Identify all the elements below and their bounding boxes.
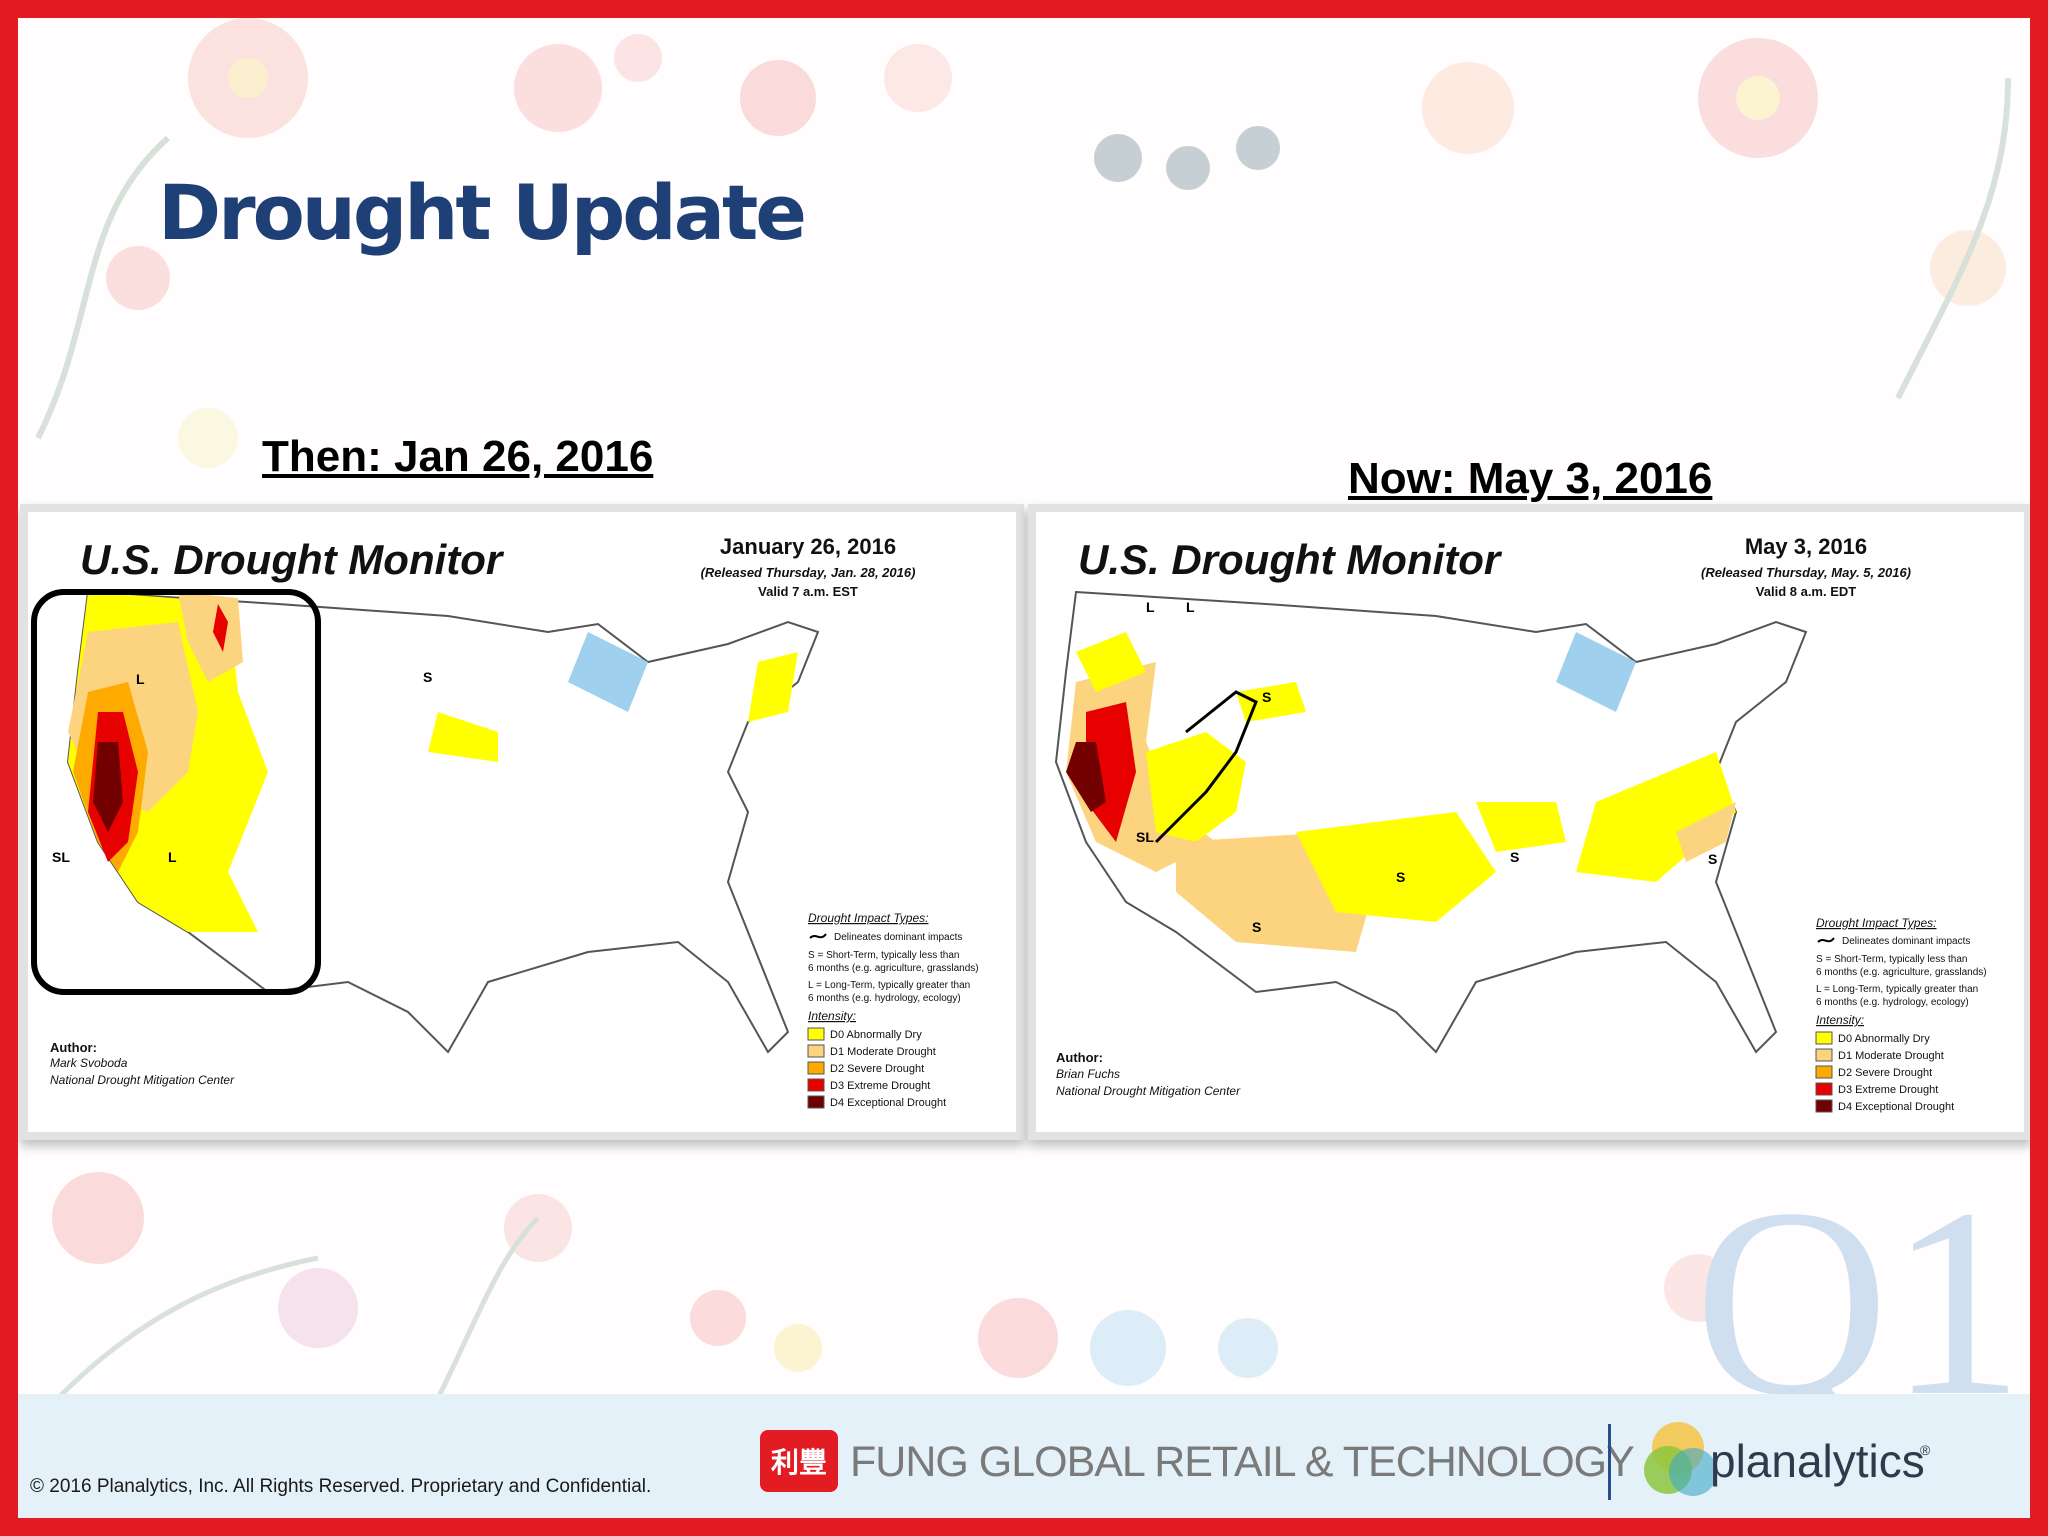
author-name: Mark Svoboda [50,1056,128,1070]
svg-text:D2 Severe Drought: D2 Severe Drought [830,1063,924,1075]
svg-text:L: L [1146,599,1155,615]
svg-text:L: L [1186,599,1195,615]
svg-text:6 months (e.g. hydrology, ecol: 6 months (e.g. hydrology, ecology) [808,993,961,1004]
svg-text:6 months (e.g. hydrology, ecol: 6 months (e.g. hydrology, ecology) [1816,997,1969,1008]
author-label: Author: [1056,1050,1103,1065]
svg-text:L = Long-Term, typically great: L = Long-Term, typically greater than [808,980,970,991]
author-name: Brian Fuchs [1056,1067,1120,1081]
svg-text:D0 Abnormally Dry: D0 Abnormally Dry [1838,1033,1930,1045]
svg-text:Drought Impact Types:: Drought Impact Types: [808,911,929,925]
drought-map-now: U.S. Drought Monitor May 3, 2016 (Releas… [1028,504,2030,1140]
svg-text:S: S [1262,689,1271,705]
svg-text:D1 Moderate Drought: D1 Moderate Drought [830,1046,936,1058]
svg-text:D1 Moderate Drought: D1 Moderate Drought [1838,1050,1944,1062]
planalytics-brand-text: planalytics [1710,1435,1925,1487]
legend-swatch-d1 [807,1044,825,1058]
legend-swatch-d3 [807,1078,825,1092]
legend-swatch-d4 [1815,1099,1833,1113]
map-date: January 26, 2016 [720,534,896,559]
svg-text:D3 Extreme Drought: D3 Extreme Drought [830,1080,930,1092]
planalytics-logo-icon [1644,1422,1717,1496]
trademark-symbol: ® [1920,1442,1931,1458]
svg-text:Delineates dominant impacts: Delineates dominant impacts [1842,936,1970,947]
map-released: (Released Thursday, May. 5, 2016) [1701,565,1911,580]
floral-background [35,18,2011,1400]
svg-text:L = Long-Term, typically great: L = Long-Term, typically greater than [1816,984,1978,995]
us-map [66,590,820,1054]
map-released: (Released Thursday, Jan. 28, 2016) [701,565,916,580]
legend-swatch-d0 [1815,1031,1833,1045]
svg-text:D4 Exceptional Drought: D4 Exceptional Drought [830,1097,946,1109]
quarter-watermark: Q1 [1694,1153,2024,1452]
svg-text:D4 Exceptional Drought: D4 Exceptional Drought [1838,1101,1954,1113]
map-valid: Valid 7 a.m. EST [758,584,858,599]
map-date: May 3, 2016 [1745,534,1867,559]
svg-text:6 months (e.g. agriculture, gr: 6 months (e.g. agriculture, grasslands) [1816,967,1987,978]
legend-swatch-d2 [1815,1065,1833,1079]
svg-text:Delineates dominant impacts: Delineates dominant impacts [834,932,962,943]
fung-brand-text: FUNG GLOBAL RETAIL & TECHNOLOGY [850,1438,1635,1486]
svg-text:S: S [1510,849,1519,865]
map-legend: Drought Impact Types: Delineates dominan… [807,911,979,1109]
svg-text:Intensity:: Intensity: [1816,1013,1864,1027]
author-org: National Drought Mitigation Center [50,1073,235,1087]
legend-swatch-d1 [1815,1048,1833,1062]
now-caption: Now: May 3, 2016 [1348,454,1713,503]
copyright-text: © 2016 Planalytics, Inc. All Rights Rese… [30,1476,652,1497]
svg-text:利豐: 利豐 [771,1446,827,1479]
drought-map-then: U.S. Drought Monitor January 26, 2016 (R… [20,504,1024,1140]
svg-text:L: L [168,849,177,865]
highlight-box [31,589,321,995]
svg-text:S: S [1396,869,1405,885]
map-heading: U.S. Drought Monitor [1078,536,1503,583]
svg-text:S: S [1708,851,1717,867]
author-label: Author: [50,1040,97,1055]
footer-divider [1608,1424,1611,1500]
svg-text:D3 Extreme Drought: D3 Extreme Drought [1838,1084,1938,1096]
svg-text:S = Short-Term, typically less: S = Short-Term, typically less than [1816,954,1967,965]
svg-text:S: S [423,669,432,685]
legend-swatch-d0 [807,1027,825,1041]
map-valid: Valid 8 a.m. EDT [1756,584,1856,599]
slide-title: Drought Update [158,168,807,257]
legend-swatch-d3 [1815,1082,1833,1096]
author-org: National Drought Mitigation Center [1056,1084,1241,1098]
svg-text:S: S [1252,919,1261,935]
svg-text:D0 Abnormally Dry: D0 Abnormally Dry [830,1029,922,1041]
svg-text:SL: SL [52,849,70,865]
svg-text:SL: SL [1136,829,1154,845]
us-map [1054,590,1808,1054]
footer: © 2016 Planalytics, Inc. All Rights Rese… [18,1394,2030,1518]
legend-swatch-d4 [807,1095,825,1109]
svg-text:Intensity:: Intensity: [808,1009,856,1023]
legend-swatch-d2 [807,1061,825,1075]
svg-text:S = Short-Term, typically less: S = Short-Term, typically less than [808,950,959,961]
svg-text:6 months (e.g. agriculture, gr: 6 months (e.g. agriculture, grasslands) [808,963,979,974]
svg-text:L: L [136,671,145,687]
then-caption: Then: Jan 26, 2016 [262,432,654,481]
fung-logo-icon: 利豐 [760,1430,838,1492]
svg-text:D2 Severe Drought: D2 Severe Drought [1838,1067,1932,1079]
map-heading: U.S. Drought Monitor [80,536,505,583]
svg-text:Drought Impact Types:: Drought Impact Types: [1816,916,1937,930]
map-legend: Drought Impact Types: Delineates dominan… [1815,916,1987,1113]
